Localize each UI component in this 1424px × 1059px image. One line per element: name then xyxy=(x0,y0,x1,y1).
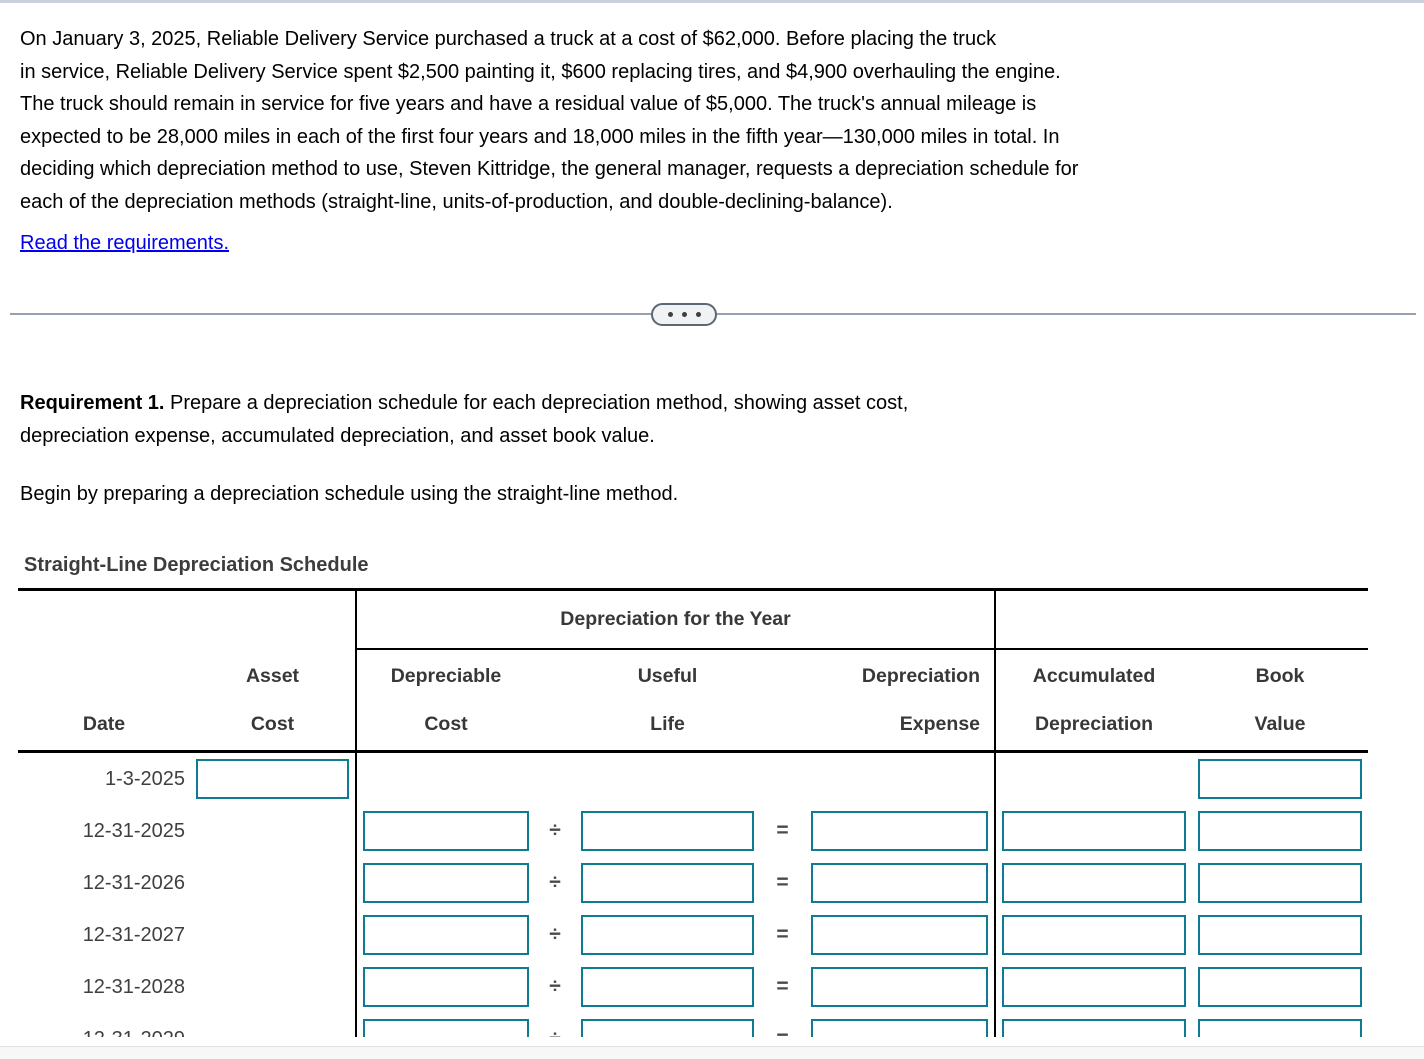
useful-life-input[interactable] xyxy=(581,811,754,851)
depreciation-expense-input[interactable] xyxy=(811,811,989,851)
viewport-clip xyxy=(0,1037,1424,1046)
divide-sign: ÷ xyxy=(549,975,561,998)
schedule-title: Straight-Line Depreciation Schedule xyxy=(24,554,369,576)
useful-life-input[interactable] xyxy=(581,863,754,903)
row-date-label: 12-31-2027 xyxy=(82,923,185,946)
table-row: 12-31-2027 ÷ = xyxy=(18,909,1368,961)
depreciable-cost-input[interactable] xyxy=(363,811,529,851)
depreciable-cost-input[interactable] xyxy=(363,863,529,903)
depreciation-expense-input[interactable] xyxy=(811,915,989,955)
problem-line: The truck should remain in service for f… xyxy=(20,93,1037,116)
problem-statement: On January 3, 2025, Reliable Delivery Se… xyxy=(20,23,1078,219)
requirement-text: Prepare a depreciation schedule for each… xyxy=(170,392,909,414)
row-date-label: 12-31-2028 xyxy=(82,975,185,998)
asset-cost-input[interactable] xyxy=(196,759,349,799)
useful-life-input[interactable] xyxy=(581,915,754,955)
accumulated-depreciation-input[interactable] xyxy=(1002,811,1187,851)
depreciable-cost-input[interactable] xyxy=(363,915,529,955)
column-header-divide-spacer xyxy=(535,649,575,753)
ellipsis-icon xyxy=(681,312,687,317)
depreciation-table: Depreciation for the Year Date Asset Cost… xyxy=(18,588,1369,1059)
column-header-depreciable-cost: Depreciable Cost xyxy=(355,649,535,753)
problem-line: in service, Reliable Delivery Service sp… xyxy=(20,60,1061,83)
column-header-asset-cost: Asset Cost xyxy=(190,649,356,753)
depreciation-expense-input[interactable] xyxy=(811,967,989,1007)
table-row: 1-3-2025 xyxy=(18,751,1368,805)
bottom-divider xyxy=(0,1046,1424,1059)
depreciation-expense-input[interactable] xyxy=(811,863,989,903)
accumulated-depreciation-input[interactable] xyxy=(1002,863,1187,903)
read-requirements-link[interactable]: Read the requirements. xyxy=(20,232,230,254)
top-border xyxy=(0,0,1424,3)
begin-instruction: Begin by preparing a depreciation schedu… xyxy=(20,483,679,505)
depreciation-for-year-header: Depreciation for the Year xyxy=(354,589,996,650)
useful-life-input[interactable] xyxy=(581,967,754,1007)
problem-line: each of the depreciation methods (straig… xyxy=(20,190,893,213)
ellipsis-icon xyxy=(667,312,673,317)
row-date-label: 12-31-2026 xyxy=(82,871,185,894)
problem-line: deciding which depreciation method to us… xyxy=(20,158,1079,181)
row-date-label: 1-3-2025 xyxy=(104,767,185,790)
equals-sign: = xyxy=(776,871,789,894)
book-value-input[interactable] xyxy=(1198,759,1363,799)
book-value-input[interactable] xyxy=(1198,967,1363,1007)
accumulated-depreciation-input[interactable] xyxy=(1002,967,1187,1007)
book-value-input[interactable] xyxy=(1198,915,1363,955)
divide-sign: ÷ xyxy=(549,819,561,842)
accumulated-depreciation-input[interactable] xyxy=(1002,915,1187,955)
requirement-line: depreciation expense, accumulated deprec… xyxy=(20,425,655,447)
depreciable-cost-input[interactable] xyxy=(363,967,529,1007)
row-date-label: 12-31-2025 xyxy=(82,819,185,842)
table-row: 12-31-2028 ÷ = xyxy=(18,961,1368,1013)
column-header-date: Date xyxy=(18,649,190,753)
column-header-depreciation-expense: Depreciation Expense xyxy=(805,649,996,753)
problem-line: On January 3, 2025, Reliable Delivery Se… xyxy=(20,28,997,50)
column-header-equals-spacer xyxy=(760,649,805,753)
requirement-line: Requirement 1. Prepare a depreciation sc… xyxy=(20,387,908,420)
table-row: 12-31-2026 ÷ = xyxy=(18,857,1368,909)
column-header-book-value: Book Value xyxy=(1192,649,1369,753)
table-row: 12-31-2025 ÷ = xyxy=(18,805,1368,857)
divide-sign: ÷ xyxy=(549,871,561,894)
column-header-useful-life: Useful Life xyxy=(575,649,760,753)
divide-sign: ÷ xyxy=(549,923,561,946)
problem-line: expected to be 28,000 miles in each of t… xyxy=(20,125,1060,148)
column-header-accumulated-depreciation: Accumulated Depreciation xyxy=(994,649,1193,753)
equals-sign: = xyxy=(776,923,789,946)
equals-sign: = xyxy=(776,975,789,998)
book-value-input[interactable] xyxy=(1198,811,1363,851)
ellipsis-toggle[interactable] xyxy=(651,303,717,326)
requirement-block: Requirement 1. Prepare a depreciation sc… xyxy=(20,387,908,453)
book-value-input[interactable] xyxy=(1198,863,1363,903)
header-blank-cell xyxy=(994,589,1369,650)
ellipsis-icon xyxy=(695,312,701,317)
requirement-label: Requirement 1. xyxy=(20,392,165,414)
header-blank-cell xyxy=(18,590,356,650)
equals-sign: = xyxy=(776,819,789,842)
